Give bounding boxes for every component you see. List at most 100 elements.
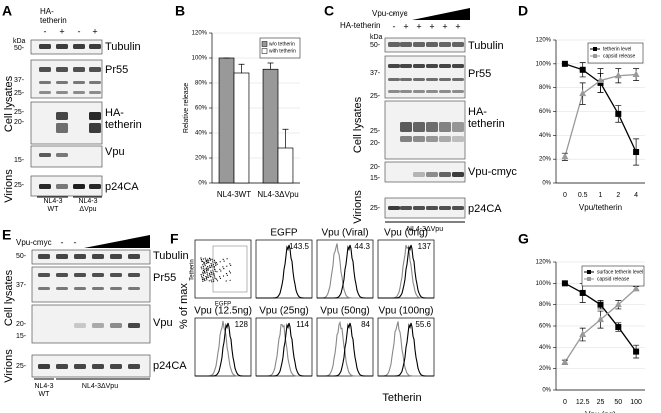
scatter-dot — [214, 268, 216, 271]
blot-band — [439, 136, 451, 142]
marker — [633, 348, 640, 355]
legend-label: with tetherin — [269, 48, 296, 54]
x-tick-label: 50 — [614, 399, 622, 406]
band-label: p24CA — [153, 360, 187, 372]
scatter-dot — [206, 279, 208, 281]
scatter-dot — [202, 280, 204, 282]
error-bar — [267, 62, 274, 70]
scatter-dot — [204, 272, 206, 274]
scatter-dot — [208, 272, 210, 274]
scatter-dot — [222, 275, 225, 277]
blot-band — [400, 136, 412, 142]
marker — [632, 284, 640, 292]
y-tick-label: 100% — [192, 56, 208, 62]
scatter-dot — [225, 273, 228, 275]
scatter-dot — [211, 281, 213, 283]
scatter-dot — [211, 273, 213, 275]
band-label: Pr55 — [468, 68, 491, 80]
scatter-dot — [214, 276, 216, 278]
mfi-value: 137 — [418, 242, 432, 251]
kda-marker: 25- — [16, 363, 27, 370]
blot-band — [110, 323, 122, 328]
blot-band — [128, 273, 140, 277]
blot-band — [38, 364, 50, 369]
strain-label: NL4-3ΔVpu — [82, 383, 118, 390]
kda-marker: 25- — [14, 182, 25, 189]
blot-band — [426, 206, 438, 210]
scatter-dot — [222, 266, 224, 268]
scatter-dot — [209, 257, 211, 260]
band-label: Pr55 — [105, 64, 128, 76]
scatter-dot — [228, 270, 231, 272]
scatter-dot — [216, 263, 218, 265]
scatter-dot — [202, 277, 204, 279]
blot-frame — [31, 249, 151, 265]
scatter-dot — [213, 280, 215, 283]
scatter-dot — [213, 273, 215, 275]
marker — [597, 301, 604, 308]
blot-band — [426, 78, 438, 81]
scatter-dot — [203, 274, 205, 277]
bar — [233, 72, 250, 184]
scatter-dot — [219, 276, 221, 278]
strain-label: WT — [39, 391, 51, 398]
legend-box — [581, 265, 645, 287]
legend-label: w/o tetherin — [269, 41, 295, 47]
histogram-curve — [256, 244, 312, 299]
scatter-dot — [209, 267, 211, 269]
mfi-value: 84 — [361, 320, 370, 329]
scatter-dot — [202, 260, 204, 262]
blot-band — [74, 254, 86, 259]
kda-marker: 20- — [370, 164, 381, 171]
blot-band — [56, 184, 68, 189]
scatter-dot — [204, 257, 206, 259]
legend-swatch — [593, 54, 597, 58]
blot-frame — [384, 161, 466, 183]
scatter-dot — [202, 258, 204, 260]
histogram-curve — [317, 244, 373, 299]
scatter-dot — [219, 268, 221, 270]
marker — [614, 300, 622, 308]
kda-marker: 50- — [16, 253, 27, 260]
blot-band — [439, 122, 451, 132]
blot-band — [439, 64, 451, 68]
bar — [262, 68, 279, 184]
marker — [579, 89, 587, 97]
legend-label: capsid release — [603, 53, 635, 59]
marker — [561, 358, 569, 365]
panel-label: C — [324, 3, 334, 19]
bar — [218, 57, 235, 184]
scatter-dot — [226, 258, 228, 260]
blot-band — [74, 273, 86, 277]
y-tick-label: 40% — [195, 131, 208, 137]
y-tick-label: 60% — [195, 106, 208, 112]
label: Vpu-cmyc — [16, 238, 52, 247]
scatter-dot — [213, 259, 216, 261]
blot-band — [426, 136, 438, 142]
scatter-dot — [201, 268, 203, 270]
plot-frame — [194, 239, 252, 299]
blot-band — [452, 64, 464, 68]
kda-marker: 25- — [370, 128, 381, 135]
lane-sign: - — [74, 237, 77, 247]
blot-band — [426, 122, 438, 132]
scatter-dot — [207, 275, 209, 277]
x-tick-label: 4 — [634, 192, 638, 199]
blot-band — [128, 323, 140, 328]
strain-label: ΔVpu — [79, 206, 96, 213]
scatter-dot — [207, 269, 210, 271]
blot-band — [413, 42, 425, 47]
scatter-dot — [219, 261, 221, 263]
mfi-value: 128 — [235, 320, 249, 329]
y-tick-label: 20% — [195, 156, 208, 162]
scatter-dot — [213, 274, 215, 276]
plot-title: Vpu (0ng) — [384, 228, 428, 239]
scatter-dot — [220, 270, 222, 272]
mfi-value: 44.3 — [354, 242, 370, 251]
blot-band — [452, 42, 464, 47]
scatter-dot — [201, 275, 203, 277]
blot-band — [110, 273, 122, 277]
y-tick-label: 60% — [539, 324, 552, 330]
scatter-dot — [207, 260, 209, 262]
axis-title: % of max — [178, 283, 190, 329]
